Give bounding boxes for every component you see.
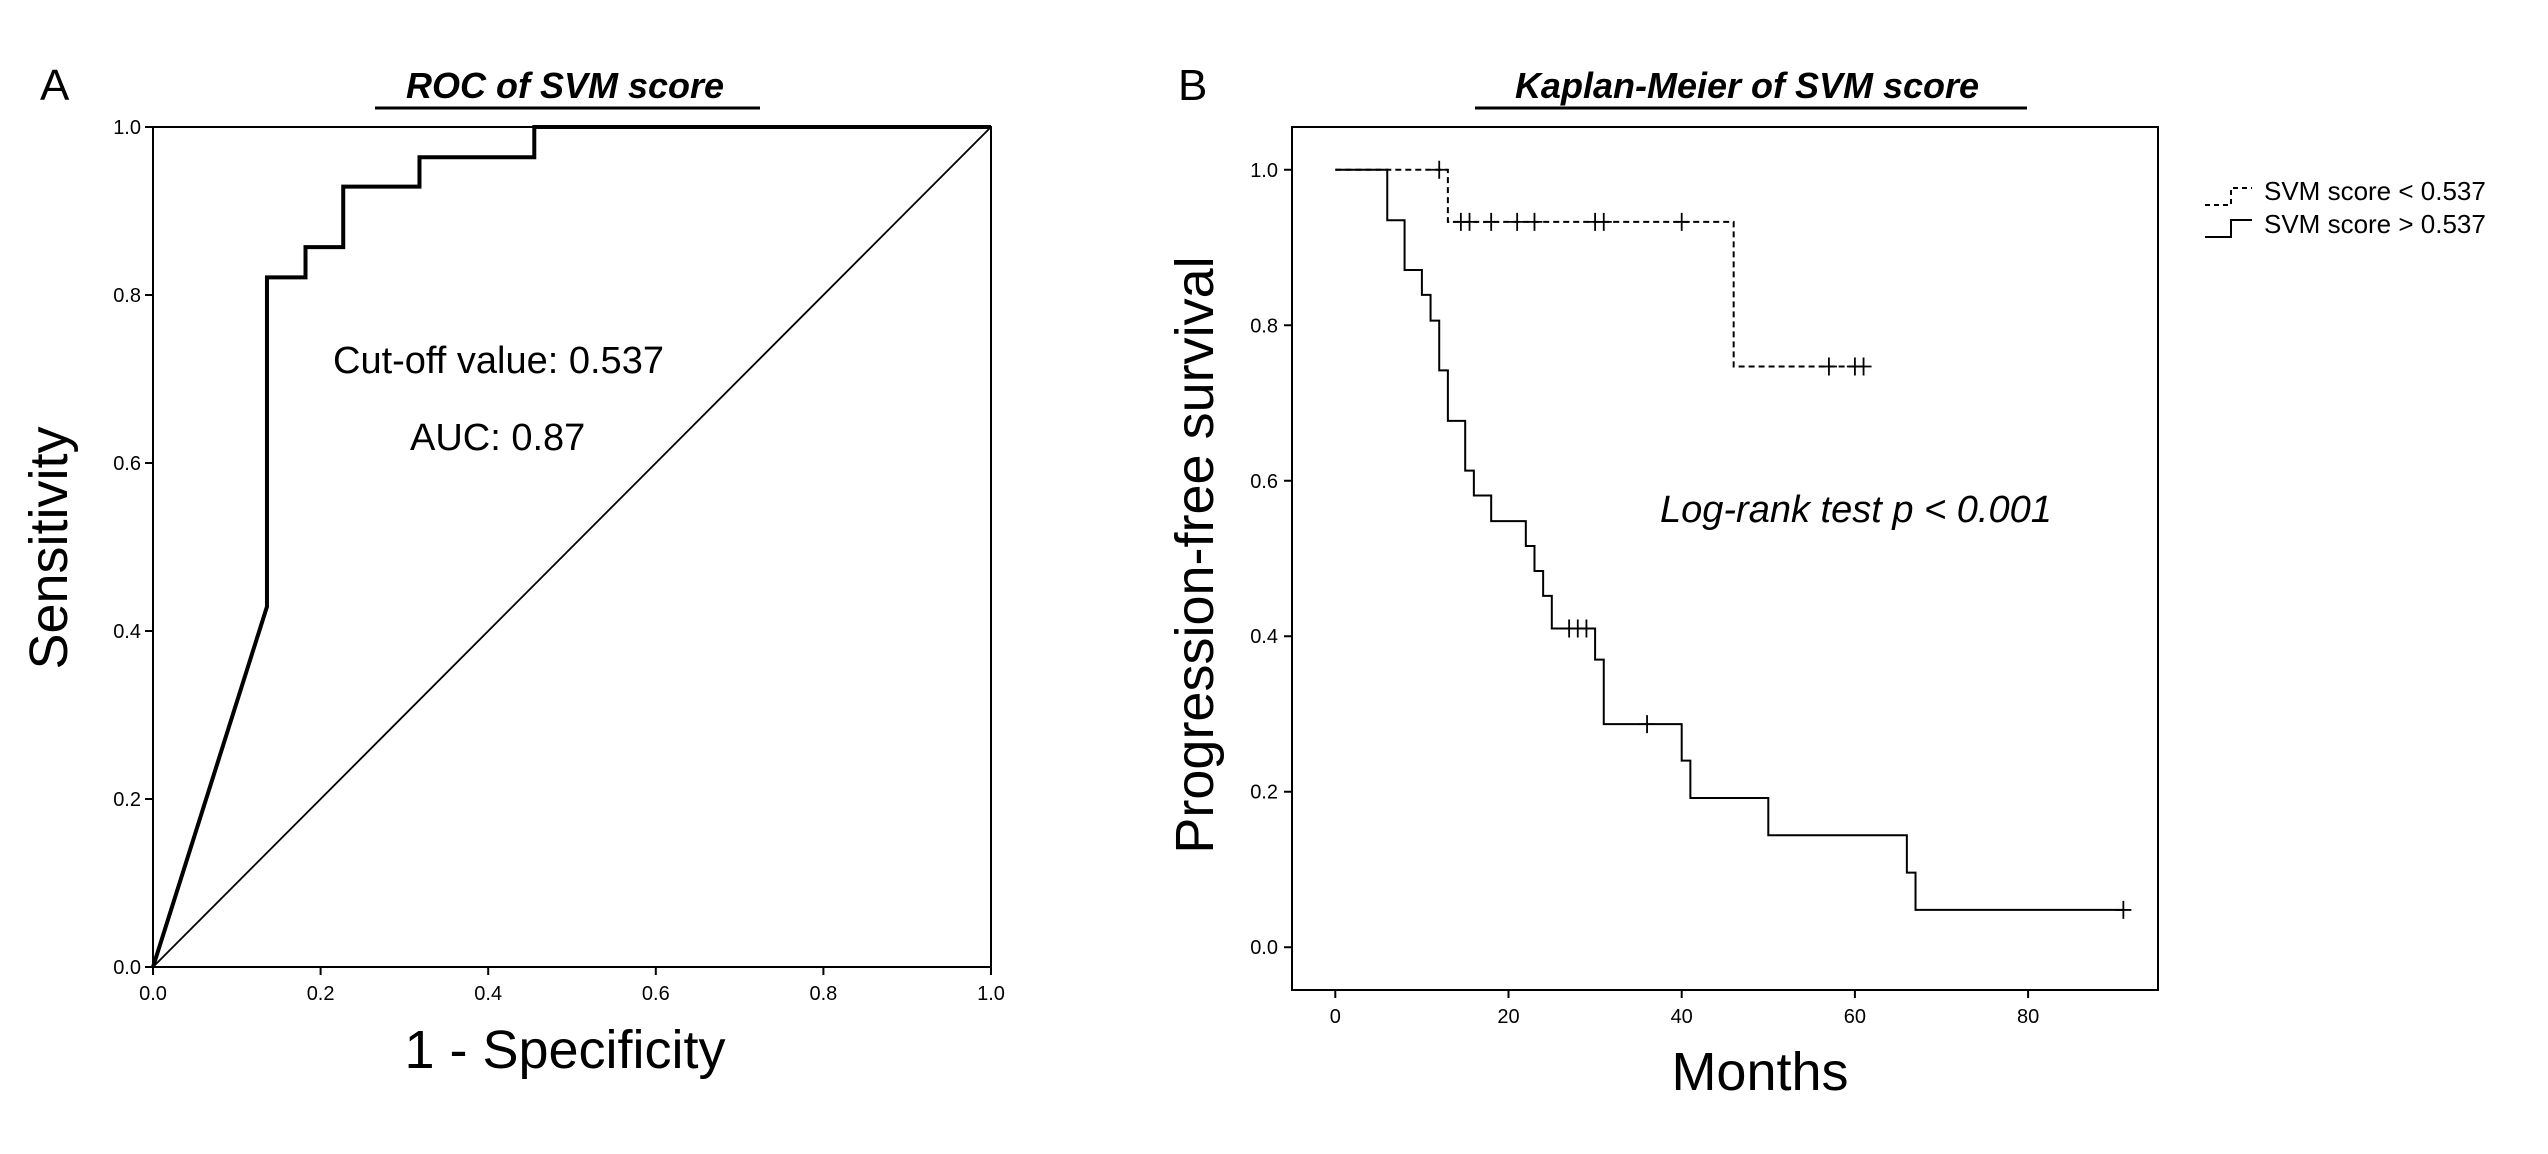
km-censor-mark <box>1673 212 1690 231</box>
roc-x-tick-label: 0.8 <box>809 983 837 1005</box>
roc-y-tick-label: 1.0 <box>113 117 141 139</box>
km-x-tick-label: 0 <box>1330 1006 1341 1028</box>
km-title: Kaplan-Meier of SVM score <box>1515 65 1979 106</box>
km-legend: SVM score < 0.537 SVM score > 0.537 <box>2205 176 2486 239</box>
km-censor-mark <box>1431 160 1448 179</box>
panel-label-a: A <box>40 61 70 110</box>
roc-reference-line <box>152 126 992 968</box>
roc-title: ROC of SVM score <box>406 65 724 106</box>
legend-swatch-low <box>2205 187 2252 206</box>
roc-y-tick-label: 0.0 <box>113 957 141 979</box>
roc-y-axis: 0.0 0.2 0.4 0.6 0.8 1.0 <box>113 117 153 979</box>
roc-x-tick-label: 0.6 <box>642 983 670 1005</box>
km-curve-low-score <box>1335 168 1864 368</box>
km-censor-mark <box>1483 212 1500 231</box>
km-x-axis-label: Months <box>1671 1042 1848 1102</box>
legend-label-high: SVM score > 0.537 <box>2264 209 2486 239</box>
roc-x-tick-label: 1.0 <box>977 983 1005 1005</box>
roc-x-tick-label: 0.0 <box>139 983 167 1005</box>
km-y-axis-label: Progression-free survival <box>1165 256 1225 853</box>
km-plot-frame <box>1291 126 2159 991</box>
km-censor-mark <box>1509 212 1526 231</box>
km-x-tick-label: 40 <box>1671 1006 1693 1028</box>
roc-x-tick-label: 0.2 <box>307 983 335 1005</box>
roc-cutoff-annotation: Cut-off value: 0.537 <box>333 340 664 382</box>
legend-label-low: SVM score < 0.537 <box>2264 176 2486 206</box>
roc-y-tick-label: 0.2 <box>113 789 141 811</box>
roc-y-tick-label: 0.4 <box>113 621 141 643</box>
km-censor-mark <box>1526 212 1543 231</box>
roc-lines <box>151 125 992 968</box>
roc-y-tick-label: 0.6 <box>113 453 141 475</box>
km-x-tick-label: 80 <box>2017 1006 2039 1028</box>
roc-y-axis-label: Sensitivity <box>19 426 79 669</box>
roc-curve <box>151 125 991 968</box>
km-y-axis: 0.0 0.2 0.4 0.6 0.8 1.0 <box>1250 160 1292 959</box>
km-censor-mark <box>1578 619 1595 638</box>
km-censor-mark <box>2115 900 2132 919</box>
roc-x-tick-label: 0.4 <box>474 983 502 1005</box>
roc-x-axis: 0.0 0.2 0.4 0.6 0.8 1.0 <box>139 967 1005 1005</box>
km-y-tick-label: 0.4 <box>1250 626 1278 648</box>
roc-y-tick-label: 0.8 <box>113 285 141 307</box>
roc-panel: A ROC of SVM score 0.0 0.2 0.4 0.6 0.8 1.0 0.… <box>19 61 1005 1080</box>
km-logrank-annotation: Log-rank test p < 0.001 <box>1660 489 2052 531</box>
km-censor-mark <box>1595 212 1612 231</box>
km-censor-mark <box>1855 357 1872 376</box>
panel-label-b: B <box>1178 61 1207 110</box>
roc-x-axis-label: 1 - Specificity <box>404 1020 725 1080</box>
km-y-tick-label: 0.8 <box>1250 315 1278 337</box>
km-x-tick-label: 60 <box>1844 1006 1866 1028</box>
km-x-tick-label: 20 <box>1497 1006 1519 1028</box>
km-y-tick-label: 0.0 <box>1250 937 1278 959</box>
km-curve-high-score <box>1335 168 2124 911</box>
km-x-axis: 0 20 40 60 80 <box>1330 990 2039 1028</box>
legend-swatch-high <box>2205 219 2252 238</box>
km-lines <box>1335 160 2132 919</box>
km-panel: B Kaplan-Meier of SVM score 0.0 0.2 0.4 0.6… <box>1165 61 2486 1102</box>
km-y-tick-label: 0.2 <box>1250 782 1278 804</box>
km-y-tick-label: 1.0 <box>1250 160 1278 182</box>
roc-auc-annotation: AUC: 0.87 <box>410 417 585 459</box>
km-y-tick-label: 0.6 <box>1250 471 1278 493</box>
km-censor-mark <box>1461 212 1478 231</box>
km-censor-mark <box>1639 715 1656 734</box>
km-censor-mark <box>1820 357 1837 376</box>
